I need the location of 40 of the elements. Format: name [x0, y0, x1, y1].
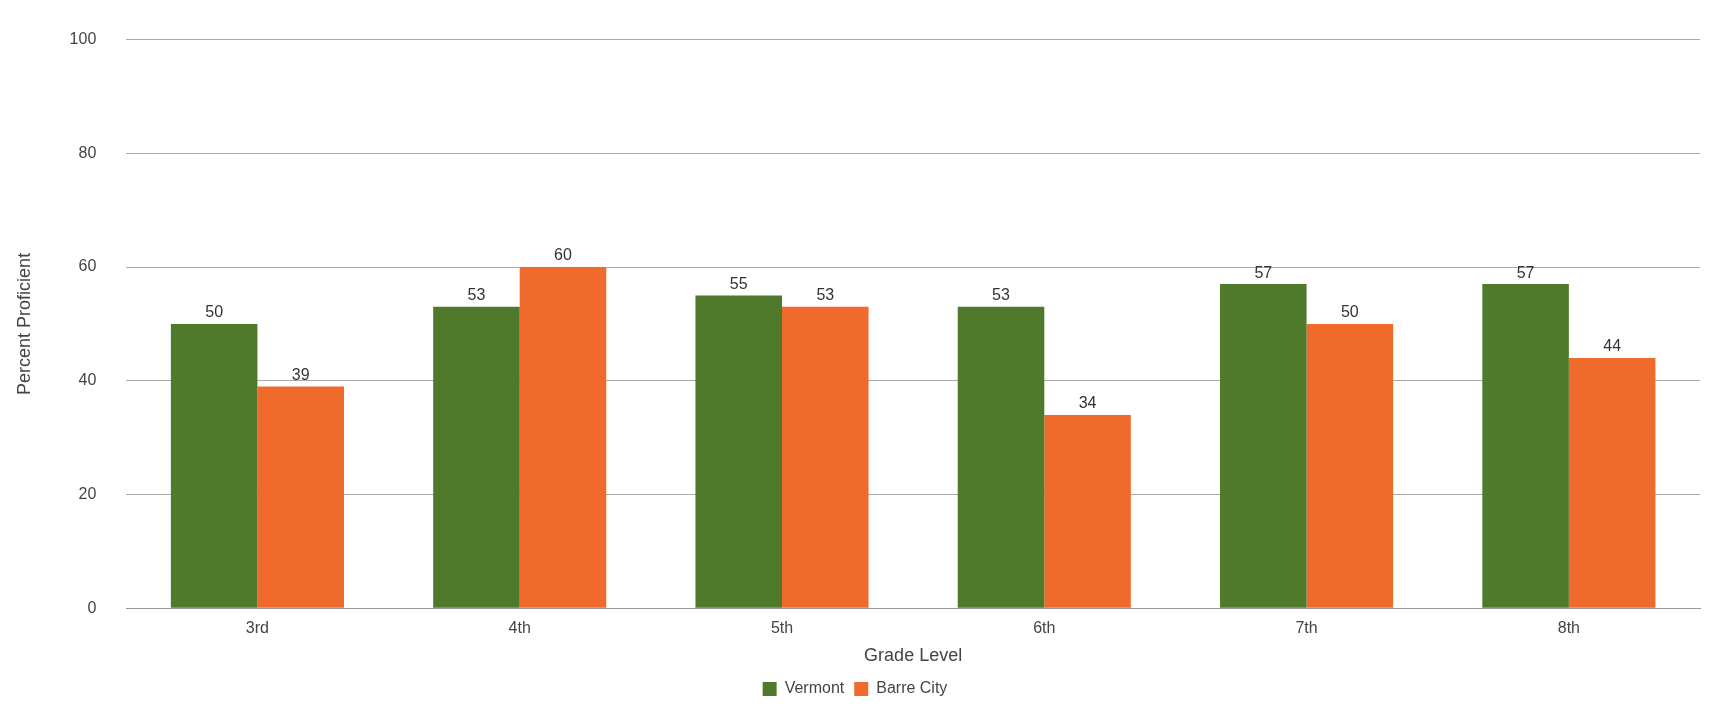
bar — [1306, 323, 1394, 608]
x-tick-label: 8th — [1557, 619, 1580, 637]
bar — [957, 306, 1045, 608]
y-tick-label: 60 — [78, 257, 97, 275]
data-label: 53 — [992, 286, 1011, 304]
x-tick-label: 6th — [1033, 619, 1056, 637]
x-tick-label: 4th — [508, 619, 531, 637]
data-label: 53 — [467, 286, 486, 304]
bar — [170, 323, 258, 608]
x-tick-label: 7th — [1295, 619, 1318, 637]
legend-label: Vermont — [784, 679, 845, 697]
data-label: 44 — [1603, 337, 1622, 355]
data-label: 34 — [1078, 394, 1097, 412]
bar — [1220, 284, 1307, 608]
data-label: 60 — [554, 246, 572, 264]
bar — [1482, 284, 1569, 608]
data-label: 50 — [205, 303, 224, 321]
bar — [1568, 358, 1656, 608]
y-tick-label: 40 — [78, 371, 97, 389]
y-axis-title: Percent Proficient — [13, 252, 34, 395]
bar — [433, 306, 520, 608]
y-tick-label: 20 — [78, 484, 97, 502]
data-label: 57 — [1516, 263, 1535, 281]
bar — [519, 267, 607, 608]
legend-label: Barre City — [876, 679, 948, 697]
bar — [782, 306, 869, 608]
data-label: 53 — [816, 286, 835, 304]
bar — [695, 295, 783, 608]
data-label: 50 — [1340, 303, 1359, 321]
data-label: 57 — [1254, 263, 1273, 281]
y-tick-label: 80 — [78, 143, 97, 161]
bar — [1044, 414, 1131, 608]
data-label: 39 — [291, 365, 310, 383]
x-tick-label: 3rd — [245, 619, 269, 637]
data-label: 55 — [729, 274, 748, 292]
y-tick-label: 0 — [87, 598, 97, 616]
x-axis-title: Grade Level — [864, 645, 963, 666]
x-tick-label: 5th — [770, 619, 794, 637]
y-tick-label: 100 — [69, 30, 97, 48]
bar — [257, 386, 344, 608]
